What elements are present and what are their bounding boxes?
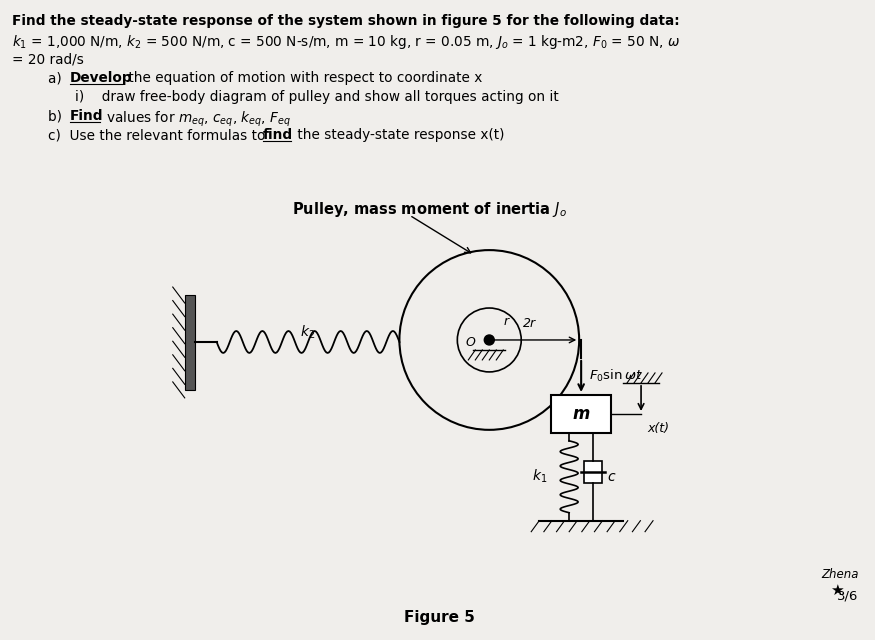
Text: the steady-state response x(t): the steady-state response x(t): [292, 128, 504, 142]
Text: find: find: [262, 128, 293, 142]
Text: Pulley, mass moment of inertia $J_o$: Pulley, mass moment of inertia $J_o$: [292, 200, 567, 219]
Text: 2r: 2r: [523, 317, 536, 330]
Text: i)    draw free-body diagram of pulley and show all torques acting on it: i) draw free-body diagram of pulley and …: [75, 90, 558, 104]
Text: c)  Use the relevant formulas to: c) Use the relevant formulas to: [48, 128, 270, 142]
Bar: [551, 395, 611, 433]
Text: $k_1$ = 1,000 N/m, $k_2$ = 500 N/m, c = 500 N-s/m, m = 10 kg, r = 0.05 m, $J_o$ : $k_1$ = 1,000 N/m, $k_2$ = 500 N/m, c = …: [12, 33, 680, 51]
Text: $k_2$: $k_2$: [300, 324, 316, 341]
Text: b): b): [48, 109, 71, 124]
Text: $k_1$: $k_1$: [532, 468, 547, 486]
Circle shape: [484, 335, 494, 345]
Text: Find the steady-state response of the system shown in figure 5 for the following: Find the steady-state response of the sy…: [12, 15, 680, 28]
Text: Develop: Develop: [70, 72, 132, 85]
Text: = 20 rad/s: = 20 rad/s: [12, 52, 84, 67]
Text: O: O: [466, 337, 475, 349]
Text: Find: Find: [70, 109, 103, 124]
Text: m: m: [572, 405, 590, 423]
Text: 3/6: 3/6: [837, 589, 858, 603]
Text: c: c: [607, 470, 615, 484]
Text: Zhena: Zhena: [822, 568, 858, 580]
Text: x(t): x(t): [647, 422, 669, 435]
Text: r: r: [503, 316, 508, 328]
Text: ★: ★: [830, 582, 844, 598]
Text: values for $m_{eq}$, $c_{eq}$, $k_{eq}$, $F_{eq}$: values for $m_{eq}$, $c_{eq}$, $k_{eq}$,…: [102, 109, 290, 129]
Text: Figure 5: Figure 5: [404, 609, 475, 625]
Text: the equation of motion with respect to coordinate x: the equation of motion with respect to c…: [124, 72, 482, 85]
Text: $F_0\sin\omega t$: $F_0\sin\omega t$: [589, 368, 643, 384]
Bar: [185, 295, 195, 390]
Bar: [584, 461, 602, 483]
Text: a): a): [48, 72, 70, 85]
